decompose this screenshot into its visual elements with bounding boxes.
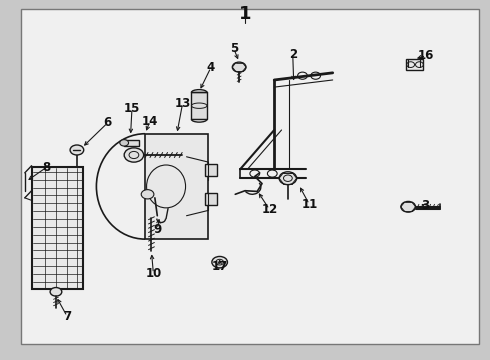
Circle shape bbox=[70, 145, 84, 155]
Text: 6: 6 bbox=[103, 116, 112, 129]
Circle shape bbox=[120, 140, 128, 146]
Text: 8: 8 bbox=[42, 161, 50, 174]
Text: 1: 1 bbox=[239, 5, 251, 23]
Circle shape bbox=[401, 202, 416, 212]
Text: 5: 5 bbox=[230, 42, 238, 55]
Circle shape bbox=[141, 190, 154, 199]
Text: 12: 12 bbox=[261, 203, 277, 216]
Circle shape bbox=[212, 256, 227, 268]
Bar bbox=[145, 134, 208, 239]
Bar bbox=[31, 167, 83, 289]
Text: 3: 3 bbox=[421, 199, 429, 212]
Text: 2: 2 bbox=[289, 48, 297, 61]
Bar bbox=[192, 93, 207, 119]
Text: 7: 7 bbox=[63, 310, 71, 323]
Circle shape bbox=[232, 62, 246, 72]
Circle shape bbox=[50, 288, 62, 296]
Text: 17: 17 bbox=[212, 260, 228, 273]
Bar bbox=[31, 167, 83, 289]
Text: 13: 13 bbox=[174, 97, 191, 110]
Circle shape bbox=[124, 148, 144, 162]
Text: 4: 4 bbox=[207, 61, 215, 74]
Text: 16: 16 bbox=[418, 49, 435, 62]
Bar bbox=[205, 164, 217, 176]
Text: 14: 14 bbox=[142, 114, 158, 127]
Text: 15: 15 bbox=[124, 102, 140, 115]
Text: 9: 9 bbox=[153, 223, 161, 236]
Circle shape bbox=[279, 172, 296, 185]
Text: 10: 10 bbox=[145, 267, 162, 280]
Bar bbox=[406, 59, 423, 70]
Bar bbox=[124, 140, 139, 146]
Bar bbox=[205, 193, 217, 205]
Text: 11: 11 bbox=[301, 198, 318, 211]
